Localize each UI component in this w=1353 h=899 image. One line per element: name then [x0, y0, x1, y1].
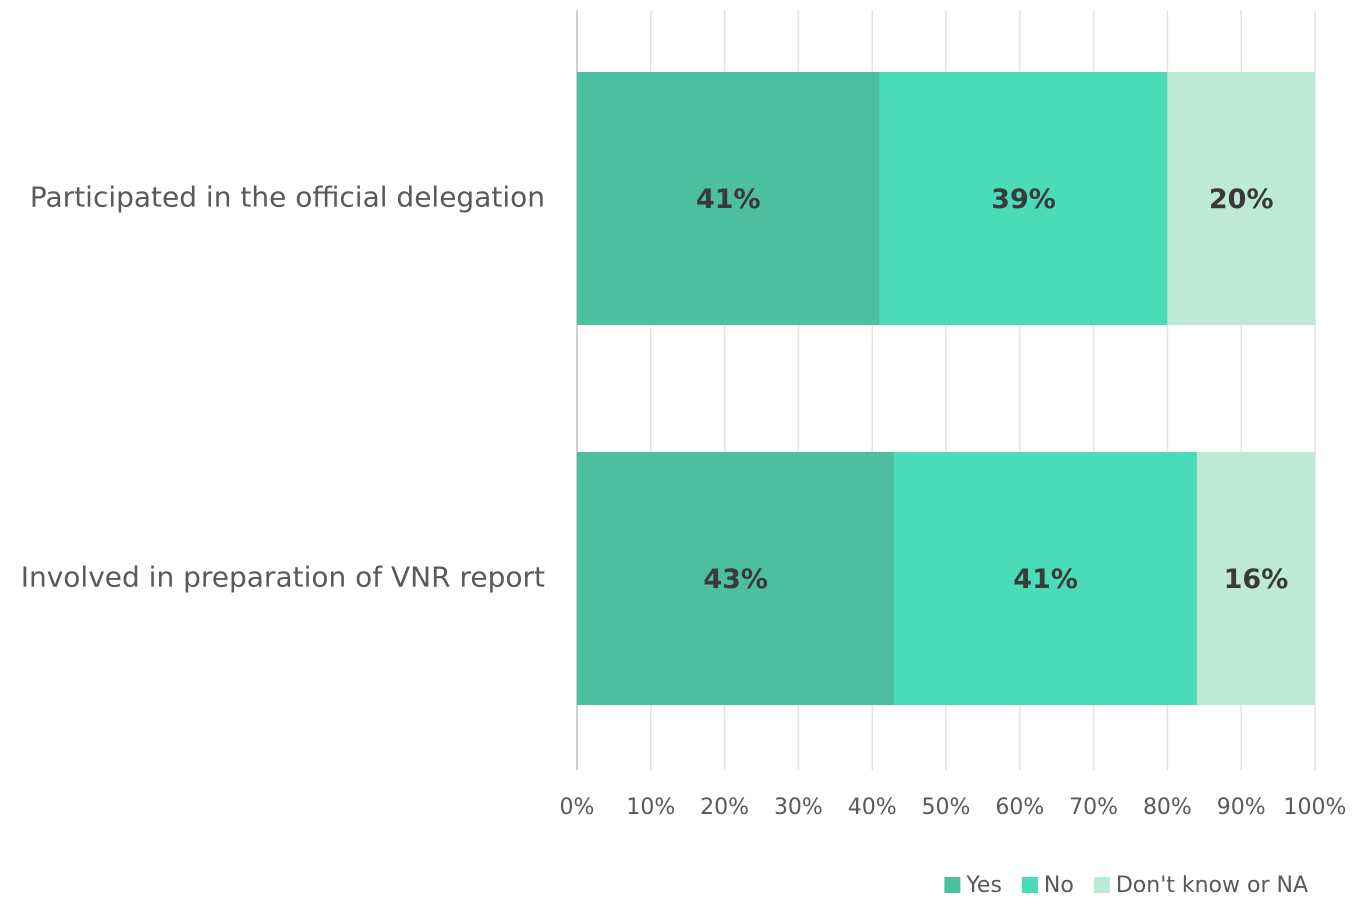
- bar-segment: [1196, 452, 1315, 705]
- bar-segment: [879, 72, 1168, 325]
- legend-swatch: [1021, 877, 1038, 893]
- category-label: Participated in the official delegation: [30, 181, 545, 214]
- legend-swatch: [1093, 877, 1110, 893]
- legend-label: No: [1044, 873, 1074, 898]
- x-tick-label: 90%: [1217, 795, 1266, 820]
- x-tick-label: 80%: [1143, 795, 1192, 820]
- x-tick-label: 70%: [1069, 795, 1118, 820]
- x-tick-label: 100%: [1284, 795, 1347, 820]
- x-tick-label: 30%: [774, 795, 823, 820]
- bar-segment: [577, 72, 880, 325]
- legend-swatch: [944, 877, 961, 893]
- value-label: 41%: [1013, 564, 1078, 595]
- value-label: 20%: [1209, 184, 1274, 215]
- value-label: 39%: [991, 184, 1056, 215]
- category-label: Involved in preparation of VNR report: [21, 561, 545, 594]
- x-tick-label: 60%: [995, 795, 1044, 820]
- x-tick-label: 20%: [700, 795, 749, 820]
- x-tick-label: 40%: [848, 795, 897, 820]
- x-tick-label: 10%: [626, 795, 675, 820]
- value-label: 41%: [696, 184, 761, 215]
- x-tick-label: 0%: [560, 795, 595, 820]
- legend-label: Yes: [965, 873, 1002, 898]
- bar-segment: [1167, 72, 1315, 325]
- value-label: 43%: [703, 564, 768, 595]
- bar-segment: [577, 452, 895, 705]
- legend-label: Don't know or NA: [1116, 873, 1308, 898]
- value-label: 16%: [1224, 564, 1289, 595]
- bar-segment: [894, 452, 1197, 705]
- x-tick-label: 50%: [922, 795, 971, 820]
